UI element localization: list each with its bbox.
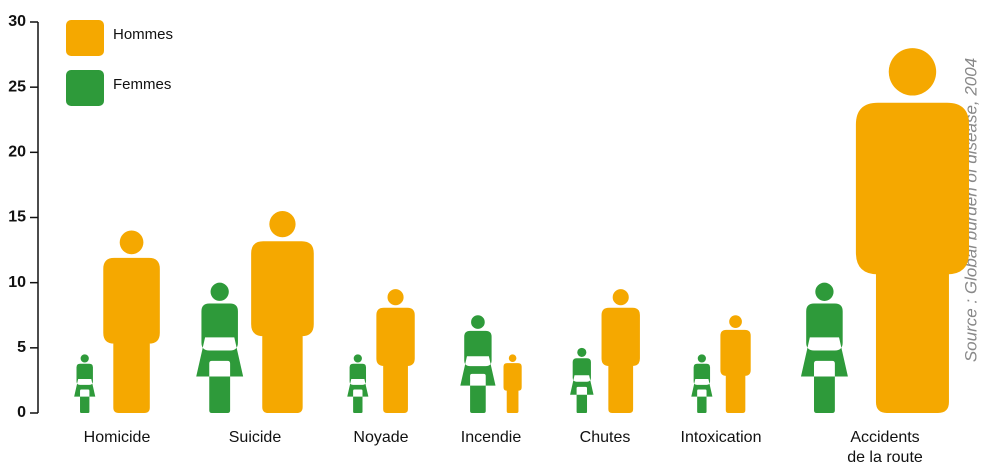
male-figure [855, 48, 970, 414]
y-tick-label: 30 [8, 13, 26, 30]
x-tick-label: Accidents de la route [847, 429, 923, 466]
y-tick-label: 5 [17, 339, 26, 356]
male-figure [376, 289, 415, 413]
x-tick-label: Incendie [460, 429, 522, 446]
female-figure [196, 282, 244, 413]
x-tick-label: Suicide [228, 429, 282, 446]
y-tick-label: 25 [8, 78, 26, 95]
male-figure [251, 210, 314, 413]
x-tick-label: Intoxication [680, 429, 762, 446]
legend-swatch [66, 20, 104, 56]
female-figure [347, 354, 369, 413]
legend-swatch [66, 70, 104, 106]
male-figure [103, 230, 160, 413]
x-tick-label: Noyade [353, 429, 409, 446]
legend-label: Femmes [113, 76, 171, 93]
legend-label: Hommes [113, 26, 173, 43]
y-tick-label: 15 [8, 209, 26, 226]
y-tick-label: 20 [8, 144, 26, 161]
male-figure [720, 315, 751, 413]
female-figure [74, 354, 96, 413]
male-figure [601, 289, 640, 413]
female-figure [460, 315, 496, 413]
female-figure [691, 354, 713, 413]
y-tick-label: 0 [17, 404, 26, 421]
male-figure [503, 354, 522, 413]
y-tick-label: 10 [8, 274, 26, 291]
female-figure [570, 347, 594, 413]
x-tick-label: Chutes [579, 429, 631, 446]
female-figure [800, 282, 848, 413]
x-tick-label: Homicide [83, 429, 151, 446]
